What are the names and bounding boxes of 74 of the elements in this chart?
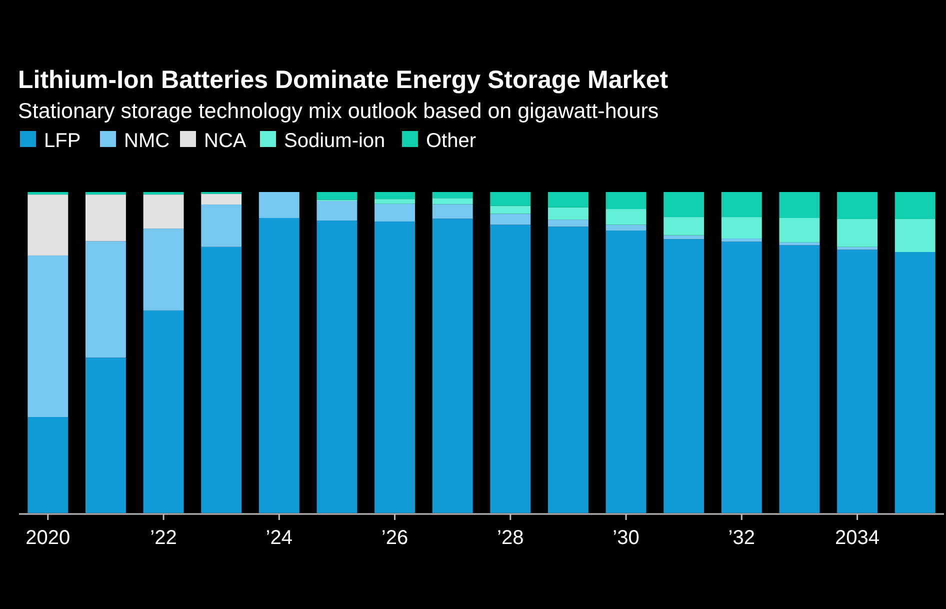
legend-label: LFP bbox=[44, 130, 81, 152]
bar bbox=[432, 192, 473, 198]
bar bbox=[894, 192, 936, 219]
bar bbox=[28, 417, 68, 513]
bar bbox=[490, 214, 531, 225]
bar bbox=[779, 192, 820, 218]
x-tick-label: ’30 bbox=[612, 527, 640, 549]
bar bbox=[548, 207, 588, 220]
chart-subtitle: Stationary storage technology mix outlook based on gigawatt-hours bbox=[18, 99, 659, 123]
bar bbox=[85, 358, 126, 513]
bar bbox=[143, 194, 184, 229]
bar bbox=[374, 199, 416, 204]
bar bbox=[837, 250, 878, 513]
x-tick-label: ’26 bbox=[381, 527, 408, 549]
bar bbox=[837, 192, 878, 219]
bar bbox=[721, 192, 762, 218]
bar bbox=[606, 192, 646, 210]
bar bbox=[85, 241, 126, 358]
bar bbox=[28, 194, 68, 256]
bar bbox=[316, 200, 358, 221]
bar bbox=[664, 235, 704, 240]
x-tick-label: ’28 bbox=[497, 527, 524, 549]
x-tick-label: 2034 bbox=[835, 527, 880, 549]
bar bbox=[664, 239, 704, 513]
bar bbox=[779, 218, 820, 242]
x-tick-label: ’22 bbox=[150, 527, 177, 549]
bar bbox=[490, 192, 531, 206]
bar bbox=[837, 218, 878, 247]
bar bbox=[374, 222, 416, 513]
bar bbox=[316, 220, 358, 513]
bar bbox=[721, 242, 762, 513]
bar bbox=[606, 224, 646, 231]
bar bbox=[374, 204, 416, 222]
chart-title: Lithium-Ion Batteries Dominate Energy Storage Market bbox=[18, 66, 669, 94]
bar bbox=[721, 217, 762, 239]
bar bbox=[779, 245, 820, 513]
bar bbox=[432, 204, 473, 219]
bar bbox=[664, 217, 704, 236]
bar bbox=[432, 198, 473, 204]
bar bbox=[85, 194, 126, 242]
legend-label: Other bbox=[426, 130, 476, 152]
bar bbox=[606, 230, 646, 513]
bar bbox=[664, 192, 704, 218]
bar bbox=[490, 206, 531, 214]
bar bbox=[28, 256, 68, 418]
bar bbox=[548, 226, 588, 513]
bar bbox=[258, 192, 300, 218]
bar bbox=[779, 242, 820, 246]
bar bbox=[316, 192, 358, 200]
bar bbox=[548, 192, 588, 208]
x-tick-label: ’24 bbox=[266, 527, 293, 549]
bar bbox=[201, 194, 242, 205]
bar bbox=[28, 192, 68, 195]
bar bbox=[490, 224, 531, 513]
bar bbox=[432, 218, 473, 513]
bar bbox=[548, 220, 588, 227]
bar bbox=[201, 246, 242, 513]
bar bbox=[143, 228, 184, 310]
legend-label: NCA bbox=[204, 130, 247, 152]
bar bbox=[143, 192, 184, 195]
bar bbox=[143, 310, 184, 513]
bar bbox=[894, 218, 936, 252]
bar bbox=[894, 252, 936, 513]
bar bbox=[606, 209, 646, 225]
bar bbox=[837, 246, 878, 250]
bar bbox=[374, 192, 416, 200]
legend-label: Sodium-ion bbox=[284, 130, 386, 152]
x-tick-label: ’32 bbox=[728, 527, 756, 549]
bar bbox=[258, 218, 300, 513]
bar bbox=[721, 238, 762, 242]
legend-label: NMC bbox=[124, 130, 170, 152]
bar bbox=[201, 204, 242, 247]
bar bbox=[85, 192, 126, 195]
x-tick-label: 2020 bbox=[26, 527, 70, 549]
